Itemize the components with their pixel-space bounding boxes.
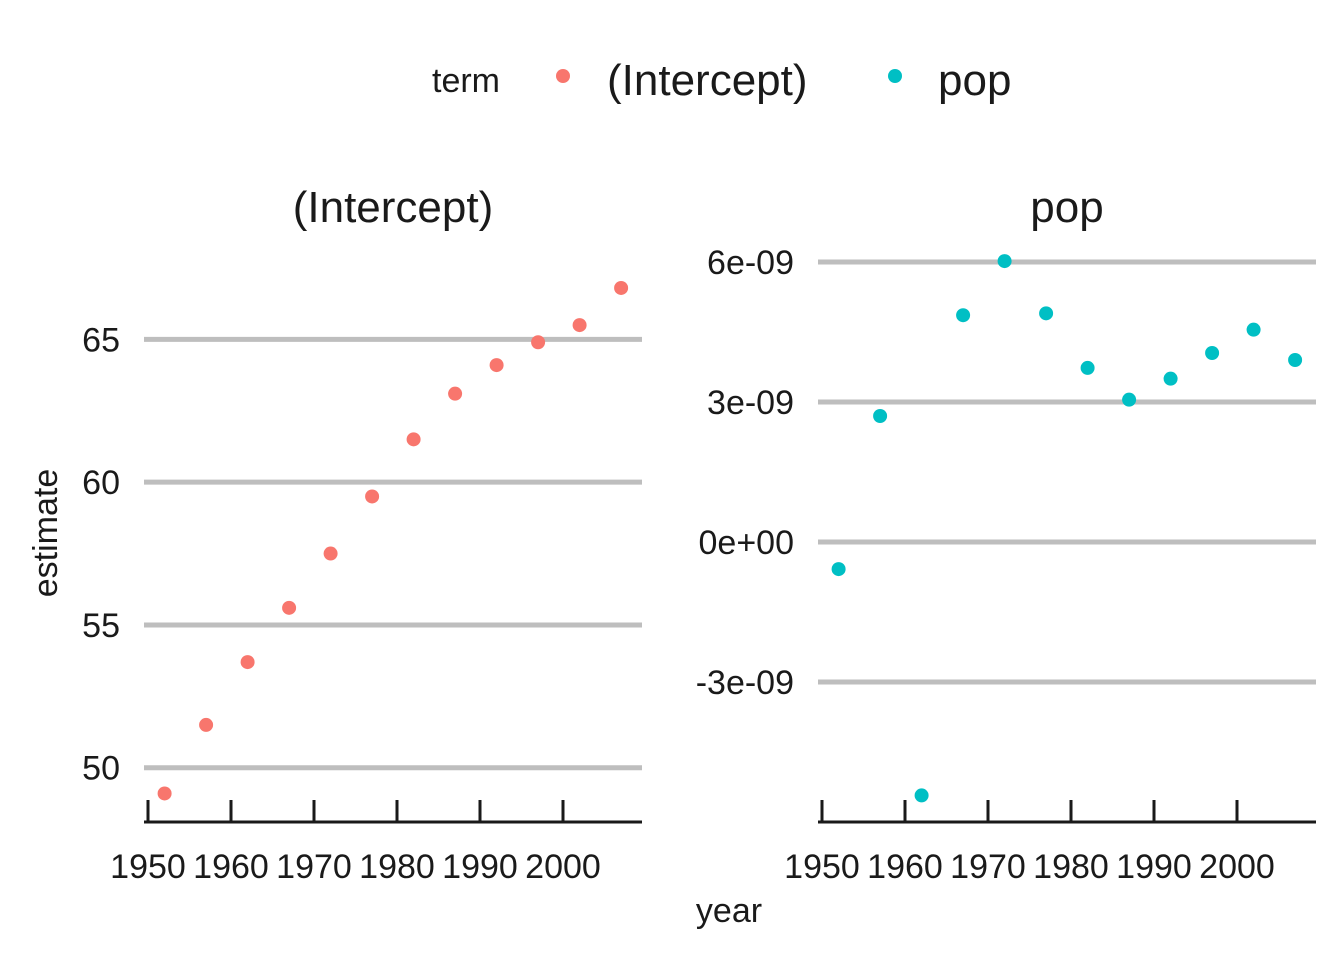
x-tick-label-pop-5: 2000 bbox=[1199, 848, 1275, 886]
x-tick-label-intercept-4: 1990 bbox=[442, 848, 518, 886]
x-tick-label-pop-4: 1990 bbox=[1116, 848, 1192, 886]
point-intercept-2 bbox=[240, 655, 255, 670]
legend-key-pop bbox=[888, 69, 902, 83]
panel-pop: pop -3e-09 0e+00 3e-09 6e-09 1950 1960 1970 198… bbox=[696, 183, 1316, 886]
y-tick-label-intercept-1: 55 bbox=[82, 607, 120, 645]
y-tick-label-intercept-3: 65 bbox=[82, 321, 120, 359]
point-intercept-4 bbox=[323, 546, 338, 561]
point-intercept-6 bbox=[406, 432, 421, 447]
x-tick-label-pop-1: 1960 bbox=[867, 848, 943, 886]
point-pop-5 bbox=[1039, 306, 1054, 321]
x-tick-label-pop-0: 1950 bbox=[784, 848, 860, 886]
legend-title: term bbox=[432, 62, 500, 100]
x-tick-label-pop-3: 1980 bbox=[1033, 848, 1109, 886]
point-pop-0 bbox=[831, 562, 846, 577]
y-tick-label-pop-3: 6e-09 bbox=[707, 244, 794, 282]
point-pop-3 bbox=[956, 308, 971, 323]
point-pop-4 bbox=[997, 254, 1012, 269]
point-intercept-5 bbox=[365, 489, 380, 504]
panel-title-pop: pop bbox=[1030, 183, 1103, 232]
point-intercept-7 bbox=[448, 386, 463, 401]
y-tick-label-intercept-2: 60 bbox=[82, 464, 120, 502]
point-pop-8 bbox=[1163, 371, 1178, 386]
y-tick-label-pop-2: 3e-09 bbox=[707, 384, 794, 422]
y-tick-label-pop-0: -3e-09 bbox=[696, 664, 794, 702]
point-pop-2 bbox=[914, 788, 929, 803]
legend-label-pop: pop bbox=[938, 56, 1011, 105]
x-tick-label-intercept-0: 1950 bbox=[110, 848, 186, 886]
point-pop-10 bbox=[1246, 322, 1261, 337]
point-intercept-10 bbox=[572, 318, 587, 333]
point-intercept-8 bbox=[489, 358, 504, 373]
point-pop-1 bbox=[873, 409, 888, 423]
x-tick-label-intercept-2: 1970 bbox=[276, 848, 352, 886]
x-tick-label-intercept-3: 1980 bbox=[359, 848, 435, 886]
y-axis-title: estimate bbox=[27, 469, 65, 598]
point-intercept-9 bbox=[531, 335, 546, 350]
point-intercept-0 bbox=[157, 786, 172, 801]
x-tick-label-intercept-5: 2000 bbox=[525, 848, 601, 886]
point-pop-11 bbox=[1288, 353, 1303, 367]
x-tick-label-pop-2: 1970 bbox=[950, 848, 1026, 886]
point-intercept-11 bbox=[614, 280, 629, 295]
panel-title-intercept: (Intercept) bbox=[293, 183, 494, 232]
point-pop-6 bbox=[1080, 360, 1095, 375]
legend: term (Intercept) pop bbox=[432, 56, 1011, 105]
y-tick-label-intercept-0: 50 bbox=[82, 750, 120, 788]
point-pop-9 bbox=[1205, 346, 1220, 360]
point-intercept-1 bbox=[199, 717, 214, 732]
legend-key-intercept bbox=[556, 69, 570, 83]
x-tick-label-intercept-1: 1960 bbox=[193, 848, 269, 886]
x-axis-title: year bbox=[696, 892, 762, 930]
point-intercept-3 bbox=[282, 600, 297, 615]
panel-intercept: (Intercept) 50 55 60 65 1950 1960 1970 1980 1990… bbox=[82, 183, 642, 886]
y-tick-label-pop-1: 0e+00 bbox=[699, 524, 795, 562]
point-pop-7 bbox=[1122, 392, 1137, 407]
legend-label-intercept: (Intercept) bbox=[607, 56, 808, 105]
